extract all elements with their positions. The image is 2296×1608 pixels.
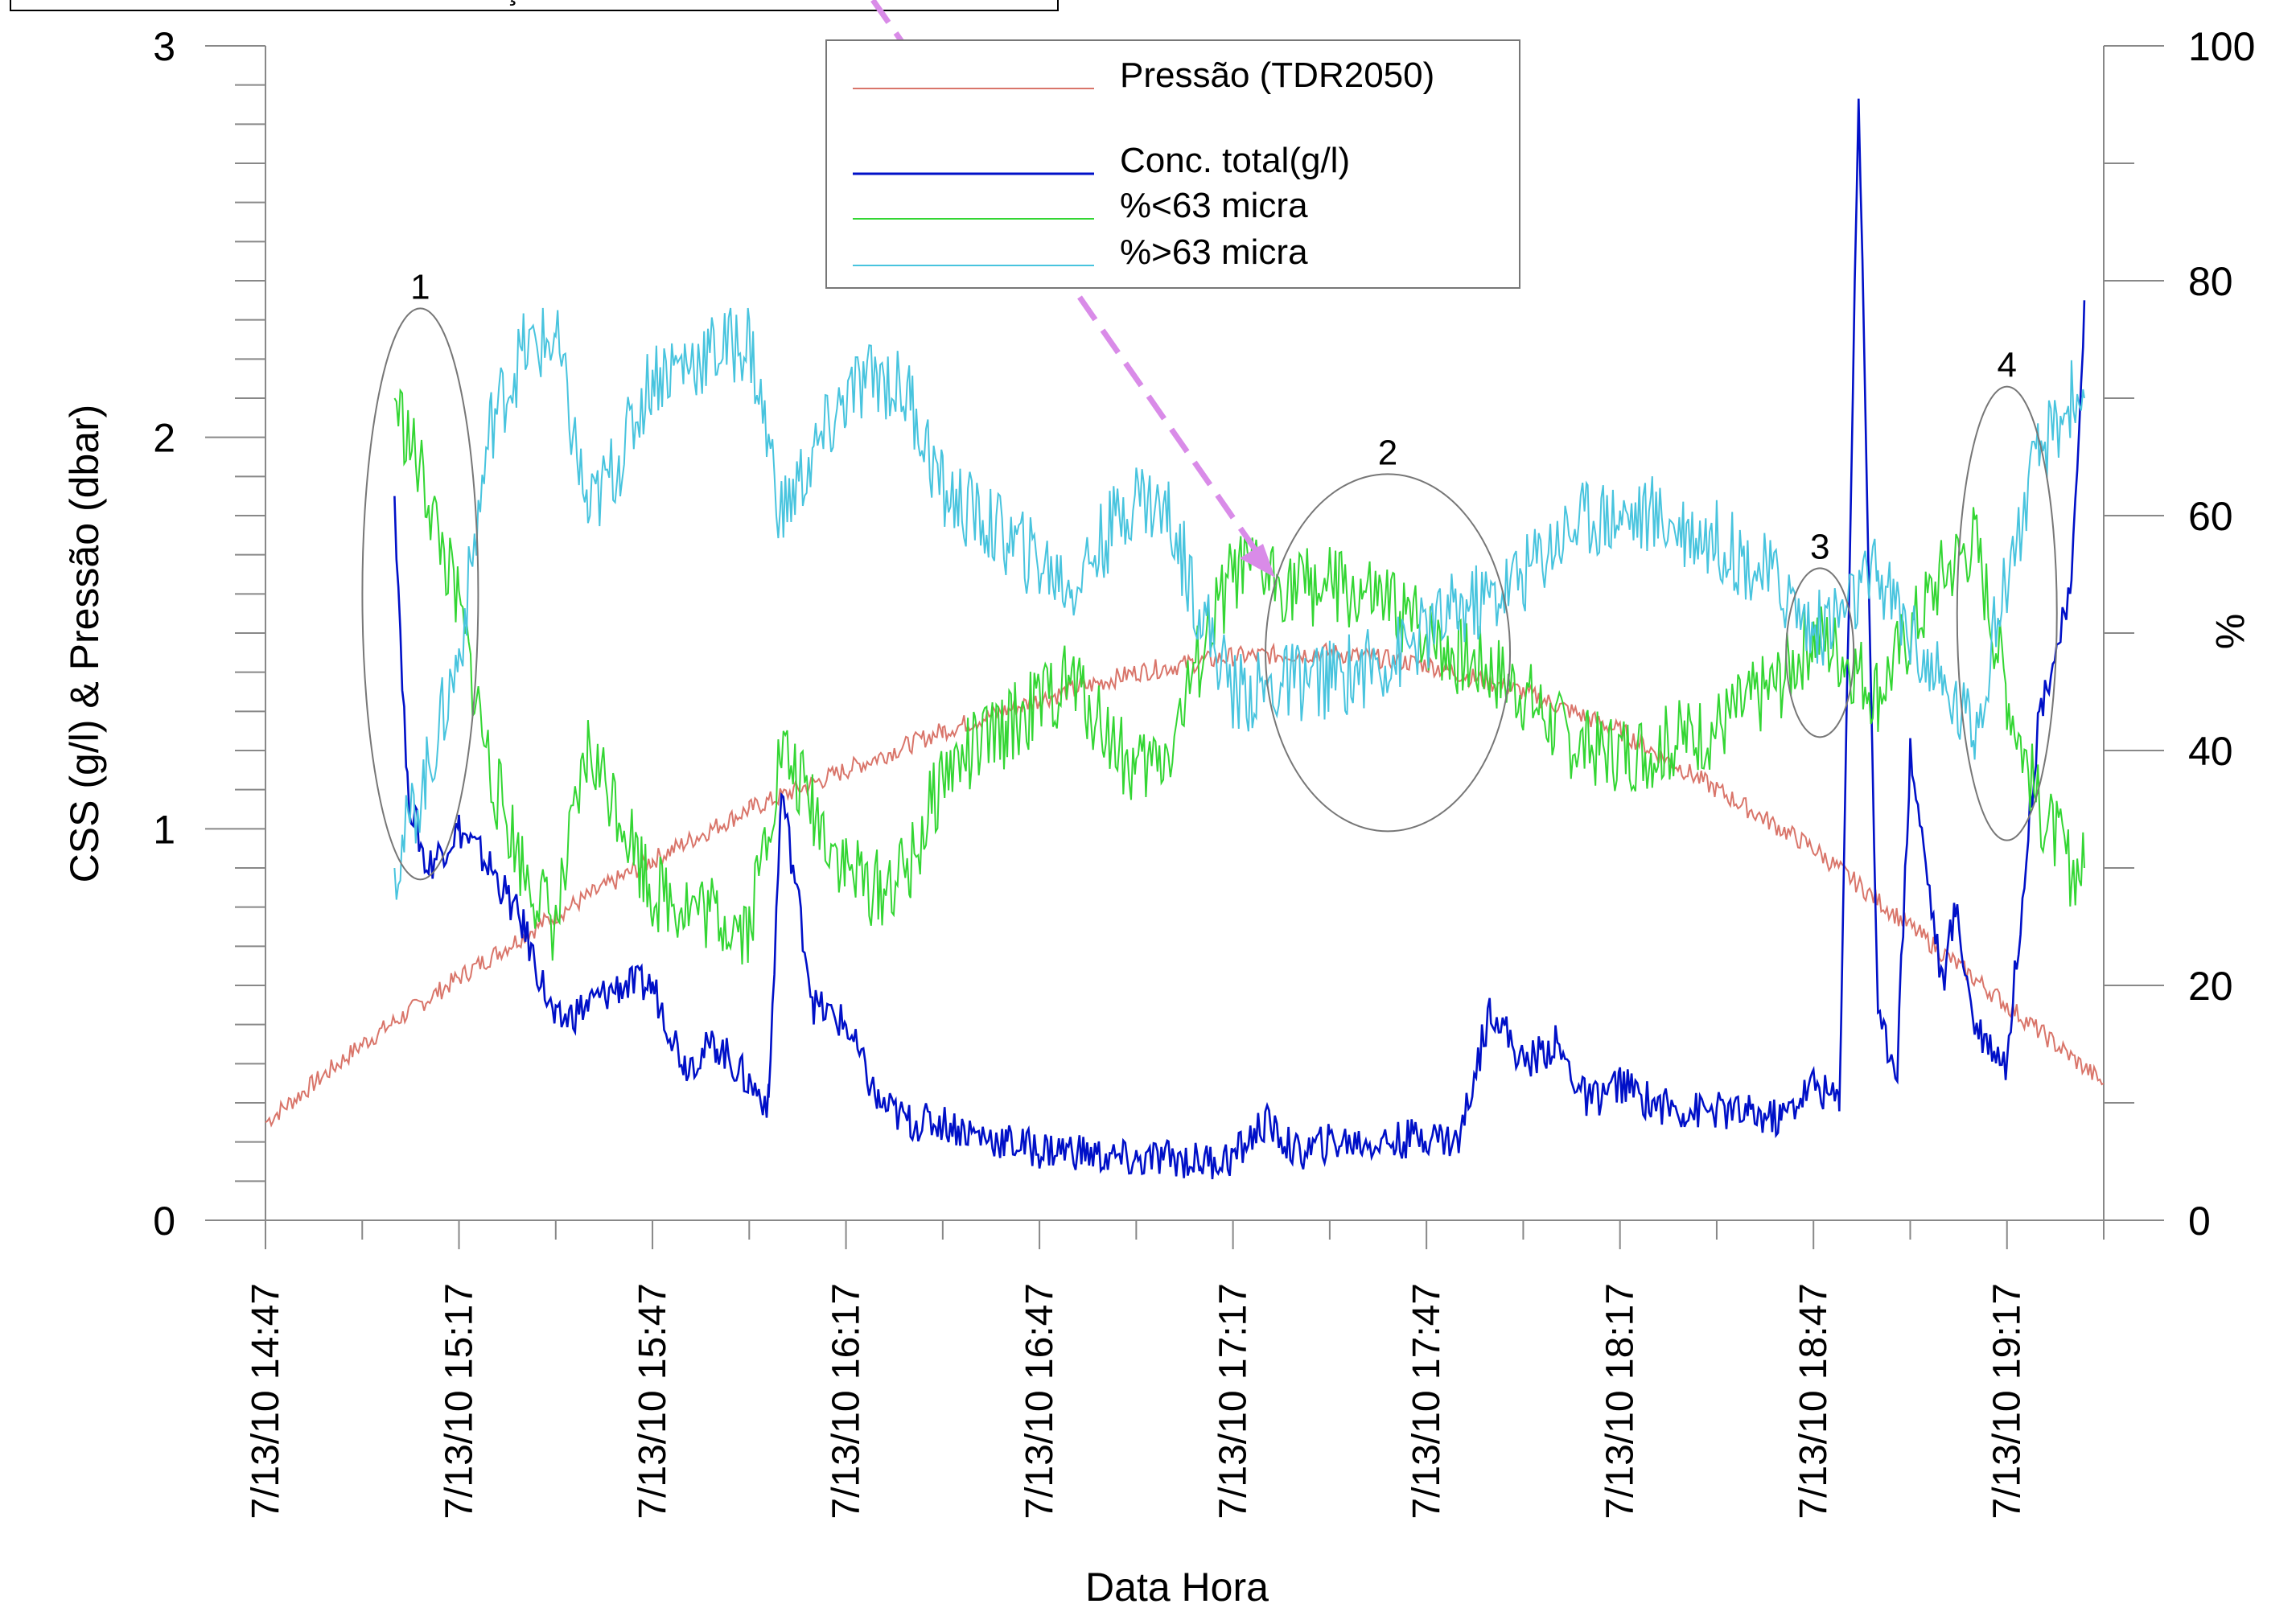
annotation-label: 4: [1997, 346, 2016, 385]
top-note-box: valores de concentração mais baixos.: [10, 0, 1059, 11]
y-right-tick-label: 60: [2188, 494, 2233, 539]
annotation-ellipse: [1785, 567, 1855, 738]
y-right-tick-label: 0: [2188, 1199, 2211, 1244]
annotation-ellipse: [1956, 385, 2058, 841]
series-line: [393, 98, 2086, 1180]
top-note: valores de concentração mais baixos.: [220, 0, 732, 7]
x-tick-label: 7/13/10 18:17: [1599, 1283, 1642, 1520]
x-tick-label: 7/13/10 16:47: [1018, 1283, 1061, 1520]
y-left-tick-label: 0: [153, 1199, 175, 1244]
legend: Pressão (TDR2050) Conc. total(g/l) %<63 mi…: [825, 39, 1520, 289]
legend-label: Pressão (TDR2050): [1120, 56, 1434, 95]
axes: 0 1 2 3 0 20 40 60 80 100 7/13/10 14:47 7/13/10 15:…: [153, 24, 2255, 1520]
legend-box: [825, 39, 1520, 289]
x-tick-label: 7/13/10 16:17: [825, 1283, 868, 1520]
x-tick-label: 7/13/10 15:47: [632, 1283, 674, 1520]
y-left-tick-label: 1: [153, 807, 175, 852]
x-tick-label: 7/13/10 17:47: [1405, 1283, 1448, 1520]
series-line: [265, 642, 2105, 1128]
legend-label: Conc. total(g/l): [1120, 141, 1350, 180]
y-left-tick-label: 3: [153, 24, 175, 69]
y-right-tick-label: 20: [2188, 964, 2233, 1009]
annotation-ellipse: [1265, 473, 1512, 833]
x-tick-label: 7/13/10 17:17: [1212, 1283, 1255, 1520]
x-tick-label: 7/13/10 18:47: [1792, 1283, 1835, 1520]
y-right-tick-label: 40: [2188, 729, 2233, 774]
x-tick-label: 7/13/10 14:47: [245, 1283, 287, 1520]
y-right-tick-label: 80: [2188, 259, 2233, 304]
y-axis-title-right: %: [2208, 614, 2253, 649]
y-left-tick-label: 2: [153, 416, 175, 461]
series-layer: [265, 98, 2105, 1180]
annotation-ellipse: [361, 307, 479, 881]
y-right-tick-label: 100: [2188, 24, 2255, 69]
annotation-label: 3: [1810, 527, 1829, 566]
legend-label: %<63 micra: [1120, 186, 1308, 225]
annotation-label: 2: [1378, 433, 1397, 472]
annotation-label: 1: [410, 267, 430, 306]
x-axis-title: Data Hora: [1085, 1565, 1269, 1608]
legend-label: %>63 micra: [1120, 232, 1308, 272]
note-arrow-head: [1240, 544, 1275, 578]
x-tick-label: 7/13/10 19:17: [1986, 1283, 2029, 1520]
x-tick-label: 7/13/10 15:17: [438, 1283, 481, 1520]
series-line: [393, 388, 2085, 965]
y-axis-title-left: CSS (g/l) & Pressão (dbar): [62, 405, 107, 883]
series-line: [393, 307, 2085, 900]
